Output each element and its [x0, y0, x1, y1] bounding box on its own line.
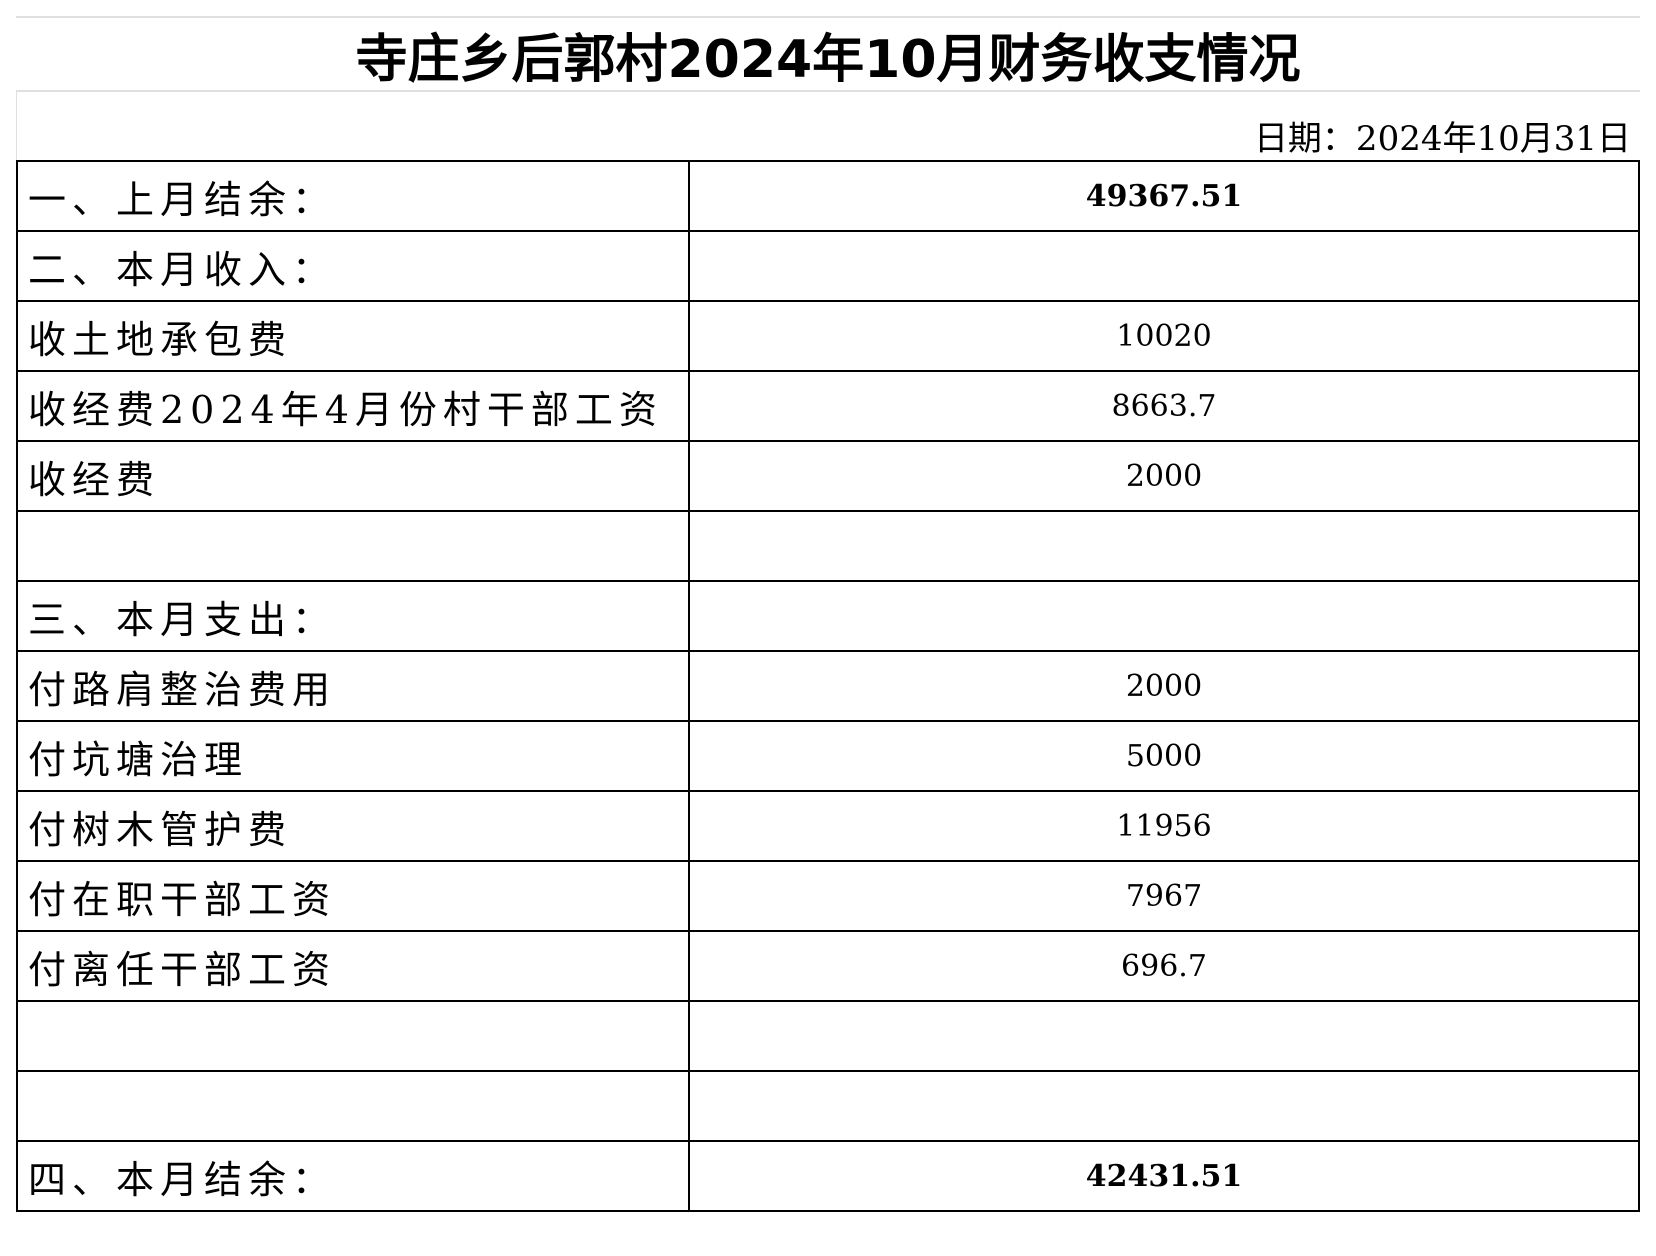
row-label	[16, 510, 690, 582]
report-date: 日期：2024年10月31日	[16, 90, 1641, 160]
table-row: 付树木管护费 11956	[16, 790, 1640, 862]
row-label: 收经费2024年4月份村干部工资	[16, 370, 690, 442]
row-label: 付离任干部工资	[16, 930, 690, 1002]
table-row: 收土地承包费 10020	[16, 300, 1640, 372]
row-value	[688, 1070, 1640, 1142]
row-label: 三、本月支出：	[16, 580, 690, 652]
row-label: 收土地承包费	[16, 300, 690, 372]
row-value: 8663.7	[688, 370, 1640, 442]
row-value: 2000	[688, 650, 1640, 722]
row-label: 四、本月结余：	[16, 1140, 690, 1212]
table-row: 收经费 2000	[16, 440, 1640, 512]
table-row: 付离任干部工资 696.7	[16, 930, 1640, 1002]
row-value	[688, 230, 1640, 302]
table-row: 一、上月结余： 49367.51	[16, 160, 1640, 232]
row-label: 一、上月结余：	[16, 160, 690, 232]
row-label: 收经费	[16, 440, 690, 512]
row-value: 7967	[688, 860, 1640, 932]
table-row	[16, 510, 1640, 582]
row-value: 696.7	[688, 930, 1640, 1002]
table-row: 付坑塘治理 5000	[16, 720, 1640, 792]
table-row	[16, 1070, 1640, 1142]
row-value: 2000	[688, 440, 1640, 512]
row-value	[688, 580, 1640, 652]
row-label: 二、本月收入：	[16, 230, 690, 302]
row-label	[16, 1070, 690, 1142]
table-row: 二、本月收入：	[16, 230, 1640, 302]
row-label: 付坑塘治理	[16, 720, 690, 792]
row-value	[688, 1000, 1640, 1072]
finance-table: 一、上月结余： 49367.51 二、本月收入： 收土地承包费 10020 收经费2024…	[16, 160, 1640, 1212]
table-row: 付路肩整治费用 2000	[16, 650, 1640, 722]
row-label: 付在职干部工资	[16, 860, 690, 932]
row-label: 付树木管护费	[16, 790, 690, 862]
row-value: 42431.51	[688, 1140, 1640, 1212]
table-row	[16, 1000, 1640, 1072]
row-value	[688, 510, 1640, 582]
table-row: 三、本月支出：	[16, 580, 1640, 652]
row-value: 10020	[688, 300, 1640, 372]
page-title: 寺庄乡后郭村2024年10月财务收支情况	[16, 16, 1640, 92]
table-row: 付在职干部工资 7967	[16, 860, 1640, 932]
row-value: 5000	[688, 720, 1640, 792]
row-value: 11956	[688, 790, 1640, 862]
table-row: 收经费2024年4月份村干部工资 8663.7	[16, 370, 1640, 442]
row-value: 49367.51	[688, 160, 1640, 232]
row-label	[16, 1000, 690, 1072]
table-row: 四、本月结余： 42431.51	[16, 1140, 1640, 1212]
row-label: 付路肩整治费用	[16, 650, 690, 722]
